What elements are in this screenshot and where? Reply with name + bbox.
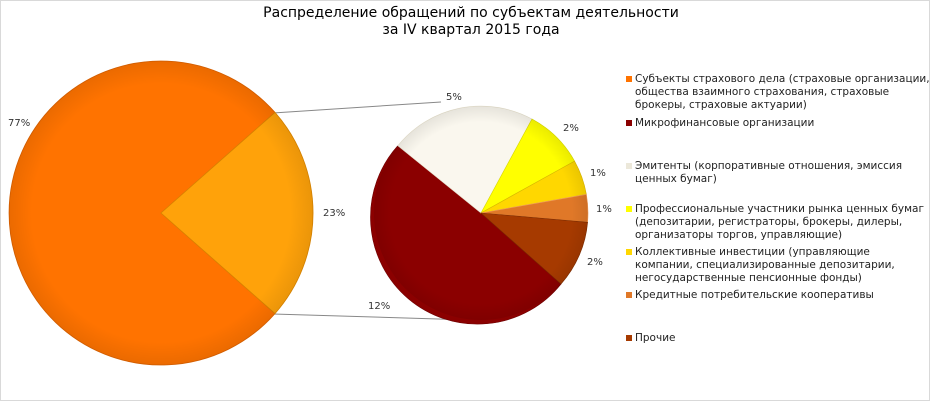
chart-title: Распределение обращений по субъектам дея…	[201, 5, 741, 39]
legend-swatch-icon	[626, 76, 632, 82]
legend-label: Субъекты страхового дела (страховые орга…	[635, 73, 930, 111]
legend-swatch-icon	[626, 292, 632, 298]
legend-label: Прочие	[635, 332, 676, 344]
legend-label: Эмитенты (корпоративные отношения, эмисс…	[635, 160, 903, 185]
connector-line-top	[272, 101, 442, 114]
legend-swatch-icon	[626, 249, 632, 255]
legend-item-credit-cooperatives[interactable]: Кредитные потребительские кооперативы	[626, 289, 930, 302]
data-label-1b: 1%	[596, 204, 612, 215]
data-label-1a: 1%	[590, 168, 606, 179]
chart-title-line2: за IV квартал 2015 года	[382, 22, 560, 38]
legend-item-securities-participants[interactable]: Профессиональные участники рынка ценных …	[626, 203, 930, 242]
legend-item-insurance[interactable]: Субъекты страхового дела (страховые орга…	[626, 73, 930, 112]
data-label-23: 23%	[323, 208, 345, 219]
legend-item-collective-investments[interactable]: Коллективные инвестиции (управляющие ком…	[626, 246, 930, 285]
data-label-77: 77%	[8, 118, 30, 129]
legend-label: Коллективные инвестиции (управляющие ком…	[635, 246, 895, 284]
legend-item-issuers[interactable]: Эмитенты (корпоративные отношения, эмисс…	[626, 160, 930, 186]
legend-item-microfinance[interactable]: Микрофинансовые организации	[626, 117, 930, 130]
legend-swatch-icon	[626, 206, 632, 212]
legend-swatch-icon	[626, 120, 632, 126]
legend-item-other[interactable]: Прочие	[626, 332, 930, 345]
main-pie	[8, 60, 314, 366]
secondary-pie	[370, 105, 589, 325]
legend-label: Профессиональные участники рынка ценных …	[635, 203, 924, 241]
legend-swatch-icon	[626, 335, 632, 341]
data-label-12: 12%	[368, 301, 390, 312]
data-label-5: 5%	[446, 92, 462, 103]
legend-label: Микрофинансовые организации	[635, 117, 815, 129]
data-label-2a: 2%	[563, 123, 579, 134]
data-label-2b: 2%	[587, 257, 603, 268]
chart-title-line1: Распределение обращений по субъектам дея…	[263, 5, 679, 21]
legend-swatch-icon	[626, 163, 632, 169]
legend-label: Кредитные потребительские кооперативы	[635, 289, 874, 301]
